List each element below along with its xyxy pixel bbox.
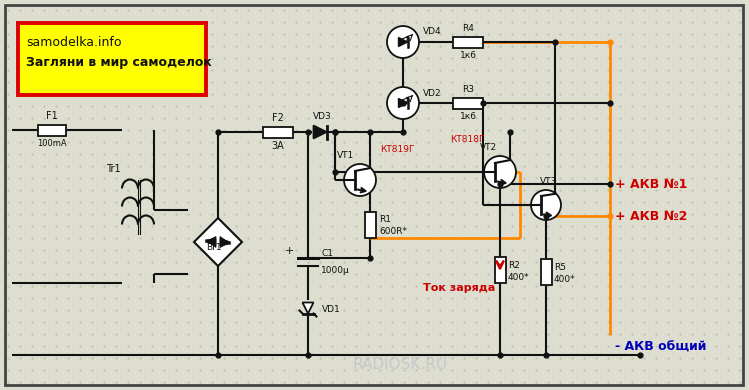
Text: Tr1: Tr1 [106,165,121,174]
Text: VD2: VD2 [423,89,442,98]
Bar [453,37,483,48]
Polygon shape [205,236,216,245]
Text: R2: R2 [508,261,520,269]
Text: VT1: VT1 [337,151,354,160]
Text: 1000μ: 1000μ [321,266,350,275]
Text: R1: R1 [379,216,391,225]
Text: - АКВ общий: - АКВ общий [615,340,706,353]
Circle shape [387,87,419,119]
Circle shape [531,190,561,220]
Text: samodelka.info: samodelka.info [26,36,121,49]
Text: Загляни в мир самоделок: Загляни в мир самоделок [26,56,212,69]
Text: + АКВ №1: + АКВ №1 [615,177,688,190]
Bar [38,124,66,135]
Text: 400*: 400* [508,273,530,282]
FancyBboxPatch shape [18,23,206,95]
Polygon shape [314,126,327,138]
Text: R3: R3 [462,85,474,94]
Text: VT3: VT3 [540,177,557,186]
Text: VD4: VD4 [423,28,442,37]
Polygon shape [194,218,242,266]
Text: RADIOSK.RU: RADIOSK.RU [353,357,448,372]
Polygon shape [205,239,216,248]
Circle shape [484,156,516,188]
Text: 1к6: 1к6 [459,112,476,121]
Polygon shape [398,37,407,46]
Polygon shape [303,303,314,314]
Text: VD3: VD3 [312,112,331,121]
Text: +: + [285,246,294,256]
Text: 600R*: 600R* [379,227,407,236]
Text: VD1: VD1 [322,305,341,314]
Polygon shape [220,239,231,248]
Text: F2: F2 [272,113,284,123]
Text: КТ818Г: КТ818Г [450,135,485,144]
Bar [494,257,506,283]
Polygon shape [220,236,231,245]
Text: КТ819Г: КТ819Г [380,145,414,154]
Text: Br1: Br1 [206,243,222,252]
Text: 400*: 400* [554,275,576,284]
Text: + АКВ №2: + АКВ №2 [615,209,688,223]
Text: Ток заряда: Ток заряда [422,283,495,293]
Text: C1: C1 [321,249,333,258]
Bar [453,98,483,108]
Text: VT2: VT2 [479,143,497,152]
Text: F1: F1 [46,111,58,121]
Polygon shape [398,99,407,108]
Bar [263,126,293,138]
Text: 3А: 3А [272,141,285,151]
Text: 1к6: 1к6 [459,51,476,60]
Text: 100mA: 100mA [37,139,67,148]
Text: R4: R4 [462,24,474,33]
Bar [365,212,375,238]
Bar [541,259,551,285]
Text: R5: R5 [554,262,566,271]
Circle shape [344,164,376,196]
Circle shape [387,26,419,58]
